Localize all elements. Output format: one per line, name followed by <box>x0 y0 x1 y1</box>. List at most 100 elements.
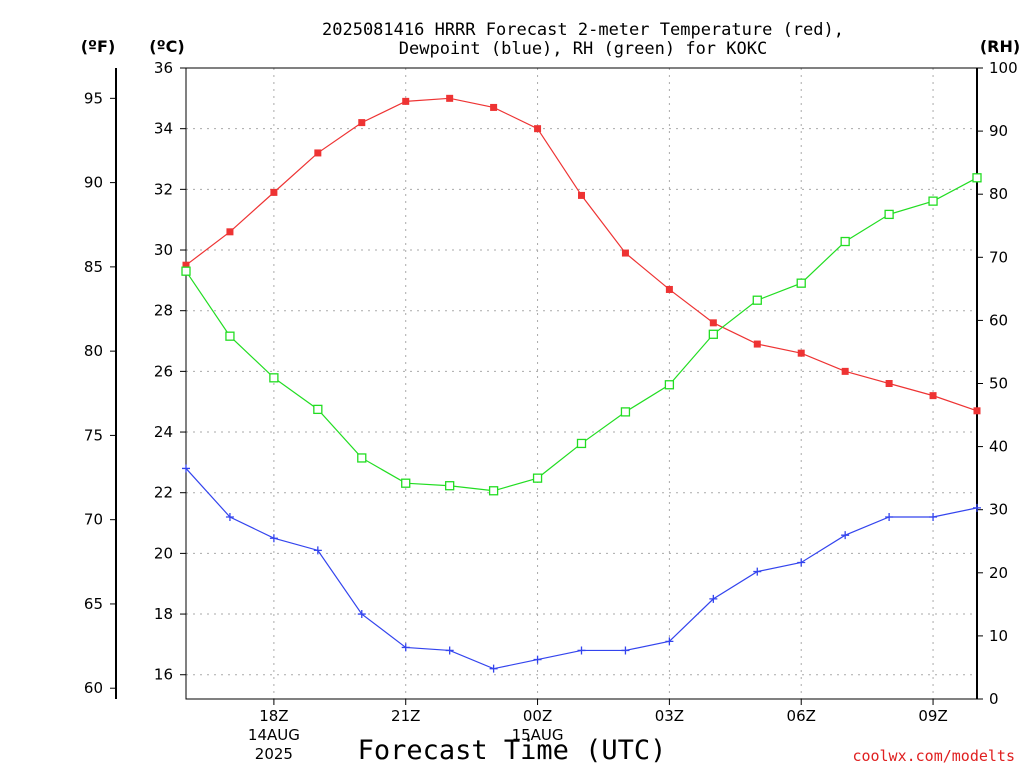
data-point <box>620 407 631 417</box>
rh-unit-label: (RH) <box>980 37 1020 56</box>
rh-tick-label: 30 <box>989 501 1008 519</box>
x-tick-label: 03Z <box>655 707 684 725</box>
data-point <box>841 531 850 540</box>
data-point <box>840 236 850 247</box>
data-point <box>796 278 806 288</box>
data-point <box>489 664 498 673</box>
x-tick-label: 18Z <box>259 707 288 725</box>
x-tick-label: 09Z <box>918 707 947 725</box>
axes: 16 18 20 22 24 26 28 30 32 34 36 60 65 70 75 80 85 90 95 0 1… <box>84 59 1018 763</box>
fahrenheit-tick-label: 95 <box>84 89 103 107</box>
data-point <box>488 486 499 496</box>
grid-lines <box>186 68 977 699</box>
series-dewpoint <box>182 464 981 673</box>
credit-label: coolwx.com/modelts <box>852 747 1015 765</box>
data-point <box>533 655 542 664</box>
data-point <box>708 329 718 339</box>
data-point <box>402 97 410 105</box>
data-point <box>973 407 981 415</box>
fahrenheit-tick-label: 60 <box>84 679 103 697</box>
data-point <box>884 209 894 220</box>
x-tick-sublabel: 2025 <box>255 745 293 763</box>
x-tick-label: 06Z <box>787 707 816 725</box>
data-point <box>314 149 322 157</box>
celsius-tick-label: 18 <box>154 605 173 623</box>
data-point <box>534 125 542 133</box>
data-point <box>709 319 717 327</box>
data-point <box>885 512 894 521</box>
data-point <box>929 392 937 400</box>
fahrenheit-tick-label: 80 <box>84 342 103 360</box>
data-point <box>357 453 367 463</box>
data-point <box>928 196 938 206</box>
data-point <box>752 295 762 305</box>
data-point <box>182 464 190 473</box>
data-point <box>709 594 718 603</box>
fahrenheit-tick-label: 70 <box>84 511 103 529</box>
data-point <box>446 94 454 102</box>
chart-title-line-2: Dewpoint (blue), RH (green) for KOKC <box>399 39 767 59</box>
data-point <box>577 646 586 655</box>
data-point <box>225 512 234 521</box>
rh-tick-label: 20 <box>989 564 1008 582</box>
x-tick-label: 21Z <box>391 707 420 725</box>
fahrenheit-tick-label: 90 <box>84 174 103 192</box>
data-point <box>753 567 762 576</box>
series-line <box>185 468 978 670</box>
celsius-tick-label: 34 <box>154 120 173 138</box>
data-point <box>445 481 455 491</box>
chart-title-line-1: 2025081416 HRRR Forecast 2-meter Tempera… <box>322 20 844 40</box>
rh-tick-label: 50 <box>989 375 1008 393</box>
data-point <box>665 285 673 293</box>
data-point <box>841 367 849 375</box>
rh-tick-label: 90 <box>989 122 1008 140</box>
data-point <box>532 473 543 483</box>
data-point <box>445 646 454 655</box>
data-point <box>269 534 278 543</box>
celsius-unit-label: (ºC) <box>149 37 184 56</box>
rh-tick-label: 100 <box>989 59 1018 77</box>
data-point <box>269 373 279 383</box>
celsius-tick-label: 28 <box>154 302 173 320</box>
series-lines <box>181 94 982 673</box>
fahrenheit-tick-label: 65 <box>84 595 103 613</box>
x-tick-sublabel: 14AUG <box>248 726 300 744</box>
rh-tick-label: 60 <box>989 311 1008 329</box>
x-tick-sublabel: 15AUG <box>512 726 564 744</box>
celsius-tick-label: 26 <box>154 362 173 380</box>
rh-tick-label: 0 <box>989 690 999 708</box>
rh-tick-label: 70 <box>989 248 1008 266</box>
series-rh <box>181 173 982 496</box>
data-point <box>665 637 674 646</box>
data-point <box>797 558 806 567</box>
data-point <box>885 380 893 387</box>
data-point <box>181 266 191 276</box>
data-point <box>401 478 411 488</box>
data-point <box>490 103 498 111</box>
data-point <box>313 404 323 415</box>
data-point <box>972 173 982 183</box>
data-point <box>358 119 366 127</box>
data-point <box>664 380 675 390</box>
data-point <box>401 643 410 652</box>
rh-tick-label: 80 <box>989 185 1008 203</box>
celsius-tick-label: 32 <box>154 180 173 198</box>
series-line <box>185 97 978 412</box>
fahrenheit-unit-label: (ºF) <box>81 37 116 56</box>
data-point <box>929 512 938 521</box>
data-point <box>576 438 587 449</box>
data-point <box>357 610 366 619</box>
data-point <box>225 331 235 341</box>
celsius-tick-label: 22 <box>154 484 173 502</box>
data-point <box>621 249 629 257</box>
series-temperature <box>182 94 981 415</box>
x-tick-label: 00Z <box>523 707 552 725</box>
fahrenheit-tick-label: 75 <box>84 426 103 444</box>
celsius-tick-label: 30 <box>154 241 173 259</box>
celsius-tick-label: 24 <box>154 423 173 441</box>
celsius-tick-label: 16 <box>154 666 173 684</box>
data-point <box>578 191 585 199</box>
data-point <box>753 340 761 348</box>
data-point <box>797 349 805 357</box>
